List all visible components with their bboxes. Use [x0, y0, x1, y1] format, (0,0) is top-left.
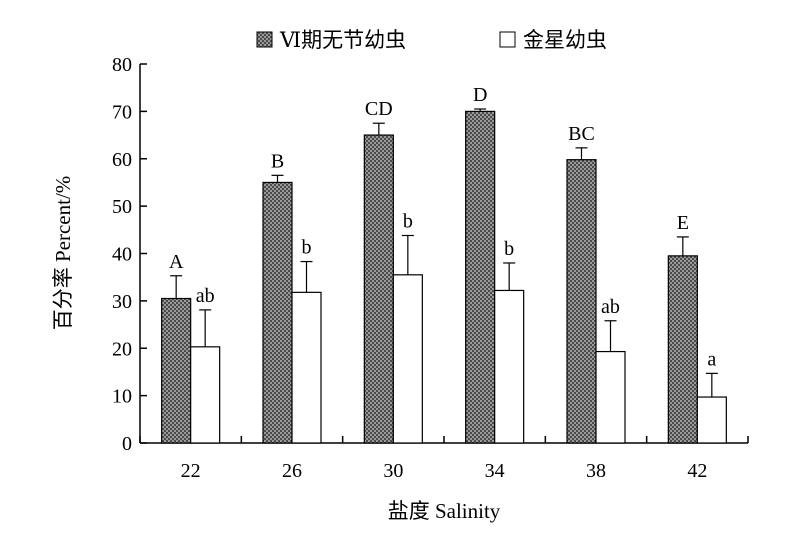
significance-label-nauplius: E: [677, 212, 689, 234]
bar-cyprid: [494, 289, 525, 444]
significance-label-nauplius: BC: [568, 123, 595, 145]
legend: Ⅵ期无节幼虫 金星幼虫: [256, 28, 607, 52]
significance-label-nauplius: B: [271, 150, 284, 172]
x-tick-label: 34: [485, 460, 505, 482]
significance-label-cyprid: b: [403, 210, 413, 232]
bar-nauplius: [667, 255, 698, 444]
significance-label-nauplius: D: [473, 84, 487, 106]
bar-cyprid: [291, 291, 322, 444]
axes: [139, 64, 748, 444]
x-tick-label: 42: [687, 460, 707, 482]
significance-label-cyprid: ab: [601, 296, 620, 318]
y-axis-label: 百分率 Percent/%: [51, 176, 75, 331]
bar-nauplius: [566, 159, 597, 444]
y-tick-label: 80: [112, 54, 132, 76]
y-tick-label: 60: [112, 149, 132, 171]
bar-cyprid: [392, 274, 423, 444]
x-tick-label: 26: [282, 460, 302, 482]
significance-label-cyprid: b: [504, 238, 514, 260]
bar-cyprid: [696, 396, 727, 444]
x-tick-label: 38: [586, 460, 606, 482]
bar-cyprid: [190, 346, 221, 444]
bar-cyprid: [595, 350, 626, 444]
legend-swatch-nauplius: [256, 31, 273, 48]
x-tick-label: 30: [383, 460, 403, 482]
legend-label-nauplius: Ⅵ期无节幼虫: [279, 28, 406, 52]
y-tick-label: 70: [112, 101, 132, 123]
y-tick-label: 0: [122, 433, 132, 455]
x-tick-label: 22: [181, 460, 201, 482]
bar-nauplius: [465, 110, 496, 444]
legend-swatch-cyprid: [499, 31, 516, 48]
significance-label-cyprid: a: [707, 348, 716, 370]
y-tick-label: 50: [112, 196, 132, 218]
significance-label-nauplius: CD: [365, 98, 393, 120]
bar-nauplius: [363, 134, 394, 444]
y-tick-label: 20: [112, 338, 132, 360]
legend-label-cyprid: 金星幼虫: [523, 28, 607, 52]
y-ticks: 0 10 20 30 40 50 60 70 80: [112, 54, 147, 455]
significance-label-nauplius: A: [169, 251, 184, 273]
significance-label-cyprid: b: [302, 237, 312, 259]
x-axis-label: 盐度 Salinity: [388, 499, 501, 523]
y-tick-label: 10: [112, 386, 132, 408]
bars: Aab Bb CD b Db BC ab Ea: [161, 84, 727, 444]
significance-label-cyprid: ab: [196, 285, 215, 307]
y-tick-label: 30: [112, 291, 132, 313]
x-ticks: 22 26 30 34 38 42: [139, 436, 749, 482]
y-tick-label: 40: [112, 244, 132, 266]
bar-nauplius: [262, 181, 293, 444]
bar-nauplius: [161, 297, 192, 444]
